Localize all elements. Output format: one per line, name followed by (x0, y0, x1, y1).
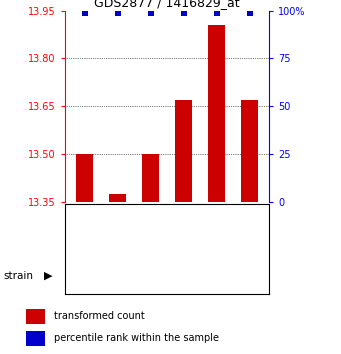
Bar (167, 204, 200, 258)
Text: GSM188244: GSM188244 (113, 206, 122, 256)
Bar (200, 204, 233, 258)
Bar (175, 100, 192, 202)
Text: ▶: ▶ (44, 271, 53, 281)
Text: GSM188241: GSM188241 (212, 206, 221, 256)
Text: DBA2J: DBA2J (101, 271, 135, 281)
Text: GSM188242: GSM188242 (245, 206, 254, 256)
Bar (142, 154, 159, 202)
Bar (101, 204, 134, 258)
Bar (241, 100, 258, 202)
Bar (26, 309, 45, 324)
Bar (68, 204, 101, 258)
Text: GSM188245: GSM188245 (146, 206, 155, 256)
Bar (109, 194, 126, 202)
Bar (208, 25, 225, 202)
Text: transformed count: transformed count (54, 312, 145, 321)
Text: GSM188243: GSM188243 (80, 206, 89, 256)
Bar (68, 258, 167, 294)
Title: GDS2877 / 1416829_at: GDS2877 / 1416829_at (94, 0, 240, 10)
Bar (134, 204, 167, 258)
Bar (26, 331, 45, 346)
Text: strain: strain (3, 271, 33, 281)
Text: percentile rank within the sample: percentile rank within the sample (54, 333, 219, 343)
Bar (76, 154, 93, 202)
Text: GSM188240: GSM188240 (179, 206, 188, 256)
Bar (167, 258, 266, 294)
Text: C57BL6J: C57BL6J (194, 271, 240, 281)
Bar (233, 204, 266, 258)
